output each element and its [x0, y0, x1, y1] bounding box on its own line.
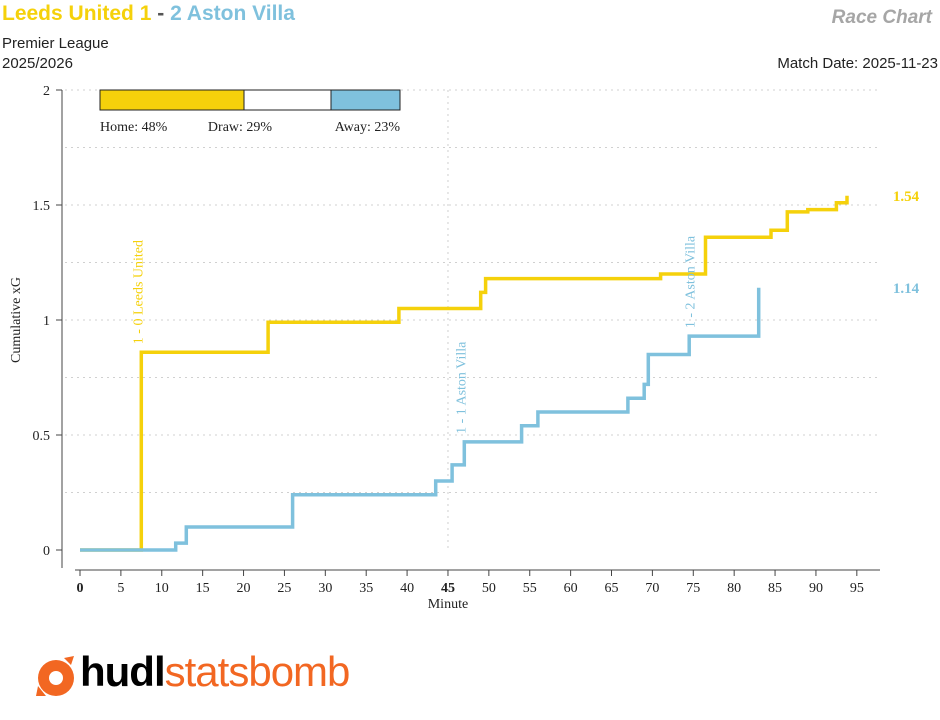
x-tick-label: 10 [155, 581, 169, 596]
chart-type-title: Race Chart [831, 7, 932, 28]
y-tick-label: 2 [43, 84, 50, 99]
win-prob-away-label: Away: 23% [335, 120, 401, 135]
x-axis-label: Minute [428, 597, 468, 612]
win-prob-home-label: Home: 48% [100, 120, 168, 135]
y-tick-label: 0.5 [33, 429, 51, 444]
x-tick-label: 55 [523, 581, 537, 596]
x-tick-label: 45 [441, 581, 455, 596]
x-tick-label: 85 [768, 581, 782, 596]
match-title: Leeds United 1 - 2 Aston Villa [2, 2, 295, 26]
y-tick-label: 1 [43, 314, 50, 329]
x-tick-label: 90 [809, 581, 823, 596]
away-final-xg-label: 1.14 [893, 281, 920, 297]
season-label: 2025/2026 [2, 55, 73, 72]
x-tick-label: 15 [196, 581, 210, 596]
x-tick-label: 75 [686, 581, 700, 596]
x-tick-label: 70 [645, 581, 659, 596]
x-tick-label: 65 [605, 581, 619, 596]
logo-text-statsbomb: statsbomb [164, 648, 351, 695]
x-tick-label: 80 [727, 581, 741, 596]
home-final-xg-label: 1.54 [893, 189, 920, 205]
x-tick-label: 30 [318, 581, 332, 596]
y-axis-label: Cumulative xG [9, 277, 24, 363]
competition-name: Premier League [2, 35, 109, 52]
x-tick-label: 5 [117, 581, 124, 596]
away-xg-line [80, 287, 761, 552]
statsbomb-wordmark: hudlstatsbomb [80, 648, 351, 696]
match-date: Match Date: 2025-11-23 [777, 55, 938, 72]
goal-annotation: 1 - 0 Leeds United [131, 240, 146, 344]
x-tick-label: 95 [850, 581, 864, 596]
win-prob-draw-bar [243, 89, 332, 111]
y-tick-label: 0 [43, 544, 50, 559]
away-team-score: 2 Aston Villa [170, 2, 295, 25]
y-tick-label: 1.5 [33, 199, 51, 214]
win-prob-draw-label: Draw: 29% [208, 120, 272, 135]
home-team-score: Leeds United 1 [2, 2, 152, 25]
x-tick-label: 50 [482, 581, 496, 596]
race-chart: 0 0.5 1 1.5 2 Cumulative xG 0 5 10 15 20 25 30 35 40 45… [9, 84, 920, 612]
home-xg-line [80, 195, 849, 552]
score-separator: - [157, 2, 165, 25]
win-prob-away-bar [330, 89, 401, 111]
x-tick-label: 0 [77, 581, 84, 596]
logo-text-hudl: hudl [80, 648, 166, 695]
win-prob-home-bar [99, 89, 245, 111]
goal-annotation: 1 - 2 Aston Villa [683, 235, 698, 328]
x-tick-label: 60 [564, 581, 578, 596]
x-tick-label: 25 [277, 581, 291, 596]
x-tick-label: 40 [400, 581, 414, 596]
x-tick-label: 20 [237, 581, 251, 596]
x-tick-label: 35 [359, 581, 373, 596]
statsbomb-logo-icon [36, 656, 74, 696]
goal-annotation: 1 - 1 Aston Villa [454, 341, 469, 434]
